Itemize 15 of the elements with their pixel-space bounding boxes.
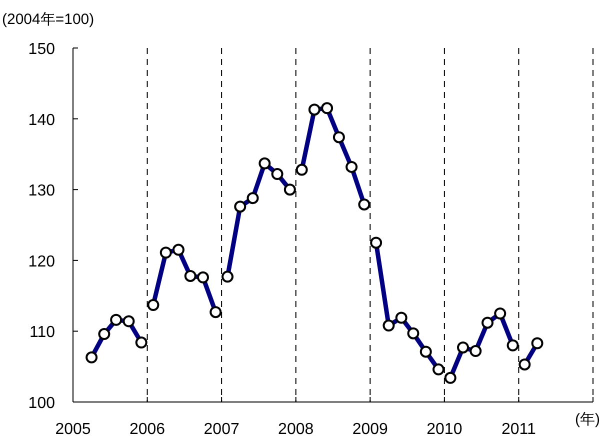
x-tick-label: 2007 bbox=[204, 421, 240, 438]
y-tick-label: 130 bbox=[28, 182, 56, 200]
x-tick-label: 2008 bbox=[278, 421, 314, 438]
x-tick-label: 2009 bbox=[352, 421, 388, 438]
x-tick-label: 2011 bbox=[502, 421, 536, 438]
y-tick-label: 110 bbox=[29, 324, 56, 342]
y-tick-label: 150 bbox=[28, 41, 56, 58]
y-tick-label: 140 bbox=[28, 112, 56, 129]
y-tick-label: 100 bbox=[28, 395, 56, 412]
x-tick-label: 2010 bbox=[426, 421, 462, 438]
y-tick-label: 120 bbox=[28, 253, 56, 270]
x-tick-label: 2006 bbox=[129, 421, 166, 438]
x-axis-title: (年) bbox=[575, 411, 600, 428]
y-axis-title: (2004年=100) bbox=[2, 11, 94, 28]
x-tick-label: 2005 bbox=[55, 421, 91, 438]
